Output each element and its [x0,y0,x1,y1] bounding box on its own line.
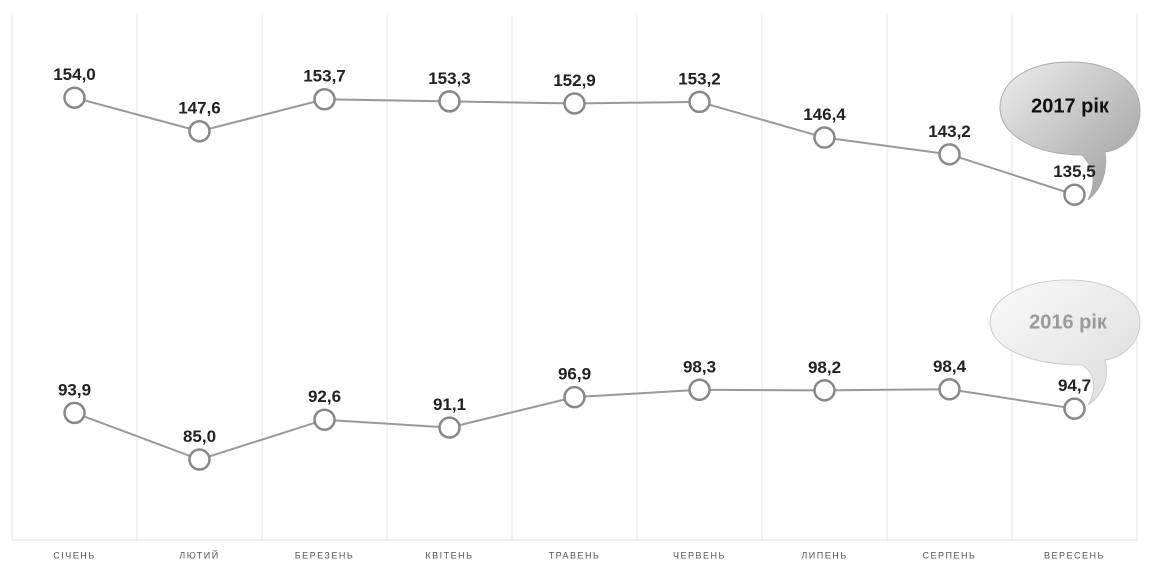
point [813,126,836,149]
point [1063,183,1086,206]
data-label: 96,9 [558,365,591,384]
point [688,90,711,114]
point [188,120,211,143]
data-label: 135,5 [1053,162,1096,181]
data-label: 98,4 [933,357,967,376]
data-label: 85,0 [183,427,216,446]
data-label: 153,2 [678,69,721,88]
point [188,448,211,471]
point [688,378,711,402]
point [63,86,86,109]
legend-bubble-2016 [989,279,1141,406]
legend-bubble-2017 [999,61,1141,201]
x-tick-label: ТРАВЕНЬ [549,550,601,560]
legend-label: 2016 рік [1029,311,1108,333]
point [813,379,836,402]
data-label: 153,3 [428,69,471,88]
point [313,88,336,111]
x-tick-label: ЧЕРВЕНЬ [673,550,726,560]
data-label: 93,9 [58,380,91,399]
data-label: 91,1 [433,395,466,414]
point [563,385,586,409]
x-tick-label: СІЧЕНЬ [53,550,95,560]
data-label: 143,2 [928,122,971,141]
data-label: 92,6 [308,387,341,406]
point [938,143,961,166]
legend-label: 2017 рік [1031,95,1110,117]
x-tick-label: СЕРПЕНЬ [923,550,977,560]
data-label: 98,2 [808,358,841,377]
point [438,90,461,113]
x-tick-label: БЕРЕЗЕНЬ [295,550,355,560]
point [63,401,86,425]
data-label: 152,9 [553,71,596,90]
x-tick-label: ЛЮТИЙ [179,549,219,560]
point [563,92,586,115]
point [938,378,961,401]
data-label: 154,0 [53,65,96,84]
data-label: 146,4 [803,105,846,124]
data-label: 94,7 [1058,376,1091,395]
point [313,408,336,431]
point [438,416,461,439]
data-label: 147,6 [178,99,221,118]
point [1063,397,1086,420]
data-label: 98,3 [683,357,716,376]
data-label: 153,7 [303,67,346,86]
x-tick-label: ЛИПЕНЬ [801,550,847,560]
x-tick-label: ВЕРЕСЕНЬ [1044,550,1105,560]
x-tick-label: КВІТЕНЬ [425,550,473,560]
